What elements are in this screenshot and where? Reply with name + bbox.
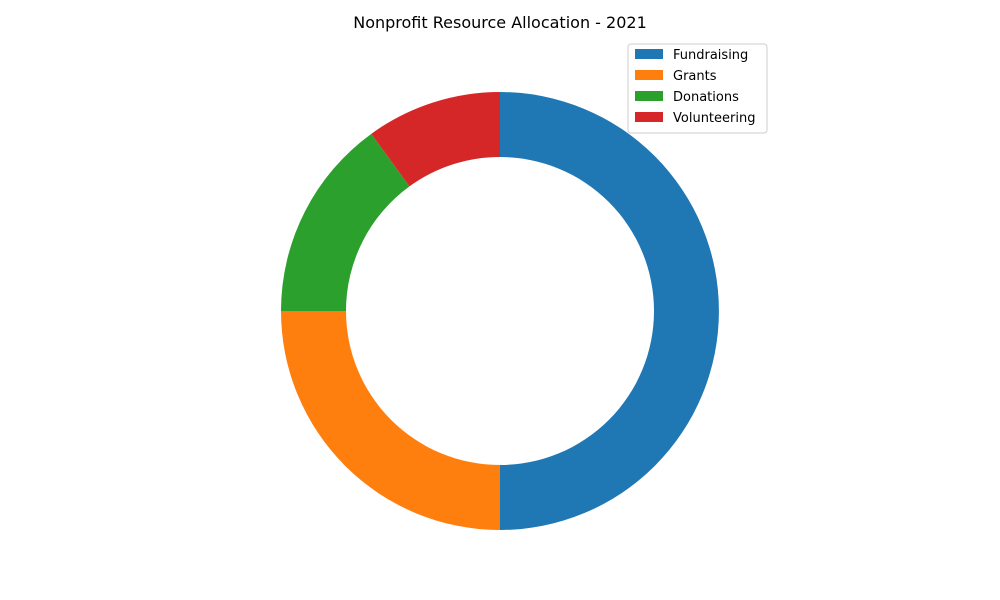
chart-title: Nonprofit Resource Allocation - 2021 (353, 13, 647, 32)
legend-swatch-donations (635, 91, 663, 101)
legend-frame (627, 43, 768, 134)
slice-volunteering (371, 92, 500, 187)
legend-label-grants: Grants (673, 69, 717, 84)
legend-label-donations: Donations (673, 90, 739, 105)
slice-donations (281, 133, 410, 311)
legend-label-volunteering: Volunteering (673, 111, 755, 126)
slice-fundraising (500, 92, 719, 530)
legend: Fundraising Grants Donations Volunteering (627, 43, 768, 134)
legend-swatch-grants (635, 70, 663, 80)
slice-grants (281, 311, 500, 530)
donut-slices (281, 92, 719, 530)
legend-items: Fundraising Grants Donations Volunteering (635, 48, 755, 126)
legend-swatch-fundraising (635, 49, 663, 59)
legend-label-fundraising: Fundraising (673, 48, 748, 63)
legend-swatch-volunteering (635, 112, 663, 122)
